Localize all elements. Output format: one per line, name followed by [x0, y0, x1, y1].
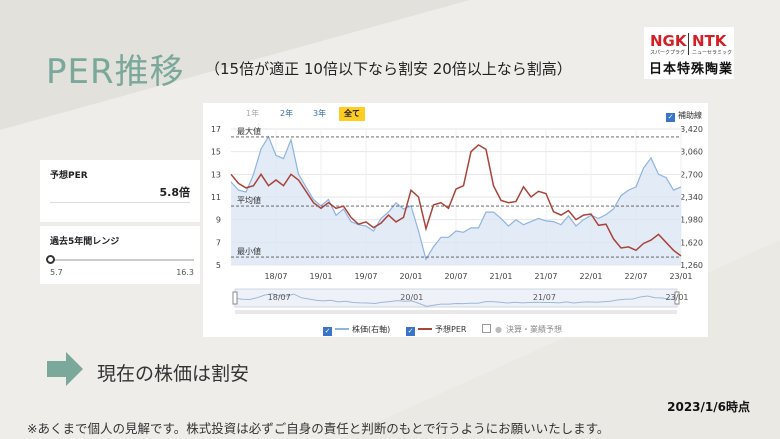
x-tick-label: 21/01	[489, 272, 512, 281]
logo-ngk: NGK	[650, 32, 687, 50]
legend-per-label: 予想PER	[435, 325, 467, 334]
legend-earnings-dot: ●	[495, 325, 502, 334]
legend-earnings[interactable]: ● 決算・業績予想	[482, 324, 562, 335]
reference-line-label: 最小値	[237, 246, 261, 256]
aux-line-toggle[interactable]: ✓ 補助線	[666, 110, 702, 122]
page-subtitle: （15倍が適正 10倍以下なら割安 20倍以上なら割高）	[205, 60, 572, 78]
y-right-tick-label: 1,260	[680, 261, 703, 270]
range-label: 過去5年間レンジ	[50, 237, 120, 247]
per-chart: 1年 2年 3年 全て ✓ 補助線 5 7 9 11 13 15 17 1,260 1,620 1,…	[203, 103, 708, 337]
tab-2y[interactable]: 2年	[280, 109, 294, 118]
logo-ngk-sub: スパークプラグ	[650, 50, 686, 56]
price-line	[230, 135, 682, 261]
navigator-scrollbar	[235, 310, 677, 314]
logo-divider	[688, 33, 689, 55]
logo-ntk-sub: ニューセラミック	[692, 50, 733, 56]
navigator-handle-left	[232, 291, 238, 305]
x-tick-label: 18/07	[264, 272, 287, 281]
chart-plot: 5 7 9 11 13 15 17 1,260 1,620 1,980 2,340 2,700 3,06…	[211, 125, 703, 314]
x-tick-label: 22/01	[579, 272, 602, 281]
y-left-tick-label: 15	[211, 148, 221, 157]
x-tick-label: 19/07	[354, 272, 377, 281]
navigator-tick-label: 21/07	[533, 293, 556, 302]
tab-1y[interactable]: 1年	[246, 109, 260, 118]
per-divider	[50, 202, 190, 203]
x-tick-label: 20/01	[399, 272, 422, 281]
legend-per[interactable]: ✓ 予想PER	[406, 324, 466, 336]
logo-ntk: NTK	[692, 32, 727, 50]
y-right-tick-label: 3,420	[680, 125, 703, 134]
arrow-right-icon	[47, 352, 83, 386]
navigator-tick-label: 18/07	[268, 293, 291, 302]
y-left-tick-label: 13	[211, 170, 221, 179]
price-area	[231, 136, 681, 265]
navigator-tick-label: 20/01	[400, 293, 423, 302]
tab-all[interactable]: 全て	[339, 107, 365, 121]
reference-line-label: 平均値	[237, 195, 261, 205]
aux-label: 補助線	[678, 111, 702, 120]
y-right-tick-label: 2,700	[680, 170, 703, 179]
y-left-tick-label: 17	[211, 125, 221, 134]
y-left-tick-label: 9	[216, 216, 221, 225]
x-tick-label: 23/01	[669, 272, 692, 281]
per-panel: 予想PER 5.8倍	[40, 160, 200, 222]
x-tick-label: 22/07	[624, 272, 647, 281]
x-tick-label: 20/07	[444, 272, 467, 281]
logo-company-name: 日本特殊陶業	[649, 62, 734, 77]
range-min: 5.7	[50, 268, 63, 277]
company-logo: NGK NTK スパークプラグ ニューセラミック 日本特殊陶業	[644, 27, 734, 79]
per-label: 予想PER	[50, 171, 88, 181]
aux-checkbox[interactable]: ✓	[666, 113, 675, 122]
reference-line-label: 最大値	[237, 126, 261, 136]
y-right-tick-label: 2,340	[680, 193, 703, 202]
y-right-tick-label: 3,060	[680, 148, 703, 157]
disclaimer: ※あくまで個人の見解です。株式投資は必ずご自身の責任と判断のもとで行うようにお願…	[27, 421, 610, 436]
y-right-tick-label: 1,980	[680, 216, 703, 225]
range-track	[52, 259, 194, 261]
legend-price-swatch	[335, 328, 349, 330]
per-value: 5.8倍	[159, 186, 191, 199]
legend-earnings-checkbox[interactable]	[482, 324, 491, 333]
legend-price[interactable]: ✓ 株価(右軸)	[323, 324, 390, 336]
legend-earnings-label: 決算・業績予想	[505, 325, 562, 334]
y-left-tick-label: 7	[216, 238, 221, 247]
legend-per-swatch	[418, 328, 432, 330]
y-left-tick-label: 11	[211, 193, 221, 202]
legend-per-checkbox[interactable]: ✓	[406, 327, 415, 336]
legend-price-checkbox[interactable]: ✓	[323, 327, 332, 336]
range-panel: 過去5年間レンジ 5.7 16.3	[40, 226, 200, 284]
range-max: 16.3	[176, 268, 194, 277]
per-line	[230, 143, 682, 257]
x-tick-label: 21/07	[534, 272, 557, 281]
x-tick-label: 19/01	[309, 272, 332, 281]
navigator-line	[234, 293, 678, 307]
legend-price-label: 株価(右軸)	[352, 325, 391, 334]
as-of-date: 2023/1/6時点	[667, 400, 750, 414]
tab-3y[interactable]: 3年	[313, 109, 327, 118]
navigator-handle-right	[674, 291, 680, 305]
conclusion-text: 現在の株価は割安	[97, 363, 250, 385]
range-slider-thumb[interactable]	[46, 255, 55, 264]
navigator-tick-label: 23/01	[665, 293, 688, 302]
y-left-tick-label: 5	[216, 261, 221, 270]
page-title: PER推移	[46, 52, 185, 92]
y-right-tick-label: 1,620	[680, 238, 703, 247]
